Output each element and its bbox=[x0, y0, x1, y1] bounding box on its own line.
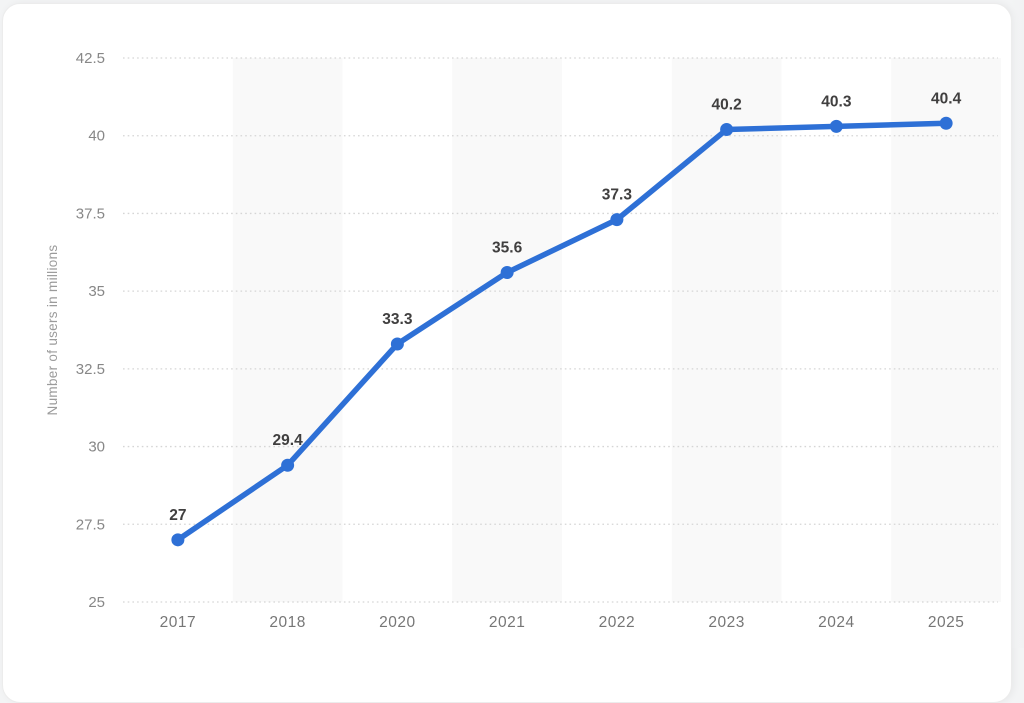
background-stripe bbox=[891, 58, 1001, 602]
axis-layer: 25 27.5 30 32.5 35 37.5 40 42.5 2017 2018 2020 2021… bbox=[76, 50, 964, 631]
data-point[interactable] bbox=[390, 337, 404, 351]
data-point-label: 40.2 bbox=[712, 96, 742, 113]
y-tick-label: 40 bbox=[88, 128, 105, 145]
y-tick-label: 42.5 bbox=[76, 50, 105, 67]
x-tick-label: 2025 bbox=[928, 614, 964, 631]
x-tick-label: 2024 bbox=[818, 614, 854, 631]
stripes-layer bbox=[232, 58, 1001, 602]
data-point[interactable] bbox=[829, 119, 843, 133]
data-point[interactable] bbox=[939, 116, 953, 130]
data-point-label: 35.6 bbox=[492, 239, 523, 256]
data-point[interactable] bbox=[500, 265, 514, 279]
x-tick-label: 2023 bbox=[708, 614, 744, 631]
y-tick-label: 32.5 bbox=[76, 361, 105, 378]
x-tick-label: 2022 bbox=[599, 614, 635, 631]
x-tick-label: 2020 bbox=[379, 614, 415, 631]
data-point[interactable] bbox=[720, 122, 734, 136]
x-tick-label: 2017 bbox=[160, 614, 196, 631]
x-tick-label: 2018 bbox=[269, 614, 305, 631]
y-tick-label: 35 bbox=[88, 283, 105, 300]
data-point-label: 33.3 bbox=[382, 311, 413, 328]
y-tick-label: 27.5 bbox=[76, 516, 105, 533]
background-stripe bbox=[452, 58, 562, 602]
line-chart: 25 27.5 30 32.5 35 37.5 40 42.5 2017 2018 2020 2021… bbox=[45, 50, 1001, 631]
data-point-label: 37.3 bbox=[602, 187, 633, 204]
data-point-label: 27 bbox=[169, 507, 186, 524]
x-tick-label: 2021 bbox=[489, 614, 525, 631]
data-point[interactable] bbox=[281, 458, 295, 472]
data-point[interactable] bbox=[171, 533, 185, 547]
data-point-label: 29.4 bbox=[273, 432, 304, 449]
series-layer: 27 29.4 33.3 35.6 37.3 40.2 40.3 40.4 bbox=[169, 90, 962, 547]
y-tick-label: 25 bbox=[88, 594, 105, 611]
grid-layer bbox=[123, 57, 998, 603]
y-axis-title: Number of users in millions bbox=[45, 245, 60, 416]
y-tick-label: 37.5 bbox=[76, 205, 105, 222]
data-point-label: 40.4 bbox=[931, 90, 962, 107]
data-point-label: 40.3 bbox=[821, 93, 852, 110]
background-stripe bbox=[232, 58, 343, 602]
data-point[interactable] bbox=[610, 213, 624, 227]
y-tick-label: 30 bbox=[88, 439, 105, 456]
series-line bbox=[175, 120, 949, 543]
background-stripe bbox=[671, 58, 782, 602]
